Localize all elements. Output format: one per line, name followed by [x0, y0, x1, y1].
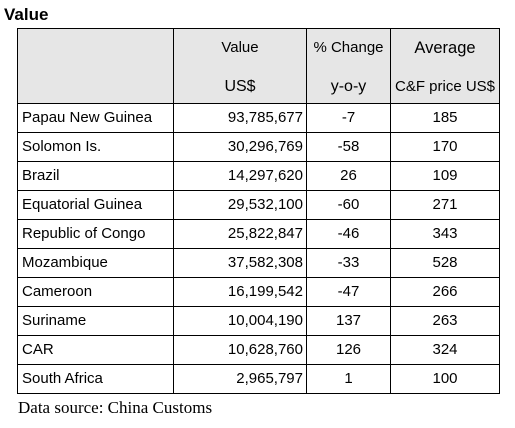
data-source-note: Data source: China Customs: [18, 398, 213, 417]
country-cell: CAR: [17, 335, 174, 365]
change-cell: 26: [306, 161, 391, 191]
header-price-cell: Average C&F price US$: [390, 28, 500, 104]
change-cell: -60: [306, 190, 391, 220]
table-row: South Africa 2,965,797 1 100: [17, 364, 500, 394]
table-row: Brazil 14,297,620 26 109: [17, 161, 500, 191]
value-cell: 10,004,190: [173, 306, 307, 336]
price-cell: 266: [390, 277, 500, 307]
change-cell: -33: [306, 248, 391, 278]
price-cell: 528: [390, 248, 500, 278]
price-cell: 185: [390, 103, 500, 133]
price-cell: 109: [390, 161, 500, 191]
page-title: Value: [4, 5, 49, 24]
header-change-cell: % Change y-o-y: [306, 28, 391, 104]
header-value-label: Value: [221, 39, 259, 56]
header-price-label: Average: [414, 39, 476, 57]
value-cell: 14,297,620: [173, 161, 307, 191]
value-cell: 37,582,308: [173, 248, 307, 278]
country-cell: Brazil: [17, 161, 174, 191]
table-row: CAR 10,628,760 126 324: [17, 335, 500, 365]
country-cell: Papau New Guinea: [17, 103, 174, 133]
country-cell: South Africa: [17, 364, 174, 394]
country-cell: Cameroon: [17, 277, 174, 307]
value-cell: 10,628,760: [173, 335, 307, 365]
price-cell: 100: [390, 364, 500, 394]
table-row: Cameroon 16,199,542 -47 266: [17, 277, 500, 307]
table-row: Equatorial Guinea 29,532,100 -60 271: [17, 190, 500, 220]
change-cell: 1: [306, 364, 391, 394]
header-change-label: % Change: [313, 39, 384, 56]
header-value-unit: US$: [224, 78, 256, 95]
value-cell: 30,296,769: [173, 132, 307, 162]
value-cell: 29,532,100: [173, 190, 307, 220]
header-price-unit: C&F price US$: [394, 78, 496, 95]
table-body: Papau New Guinea 93,785,677 -7 185 Solomon I…: [17, 103, 500, 394]
value-cell: 16,199,542: [173, 277, 307, 307]
value-cell: 25,822,847: [173, 219, 307, 249]
country-cell: Mozambique: [17, 248, 174, 278]
change-cell: -47: [306, 277, 391, 307]
price-cell: 343: [390, 219, 500, 249]
change-cell: -46: [306, 219, 391, 249]
value-cell: 2,965,797: [173, 364, 307, 394]
change-cell: 126: [306, 335, 391, 365]
table-row: Papau New Guinea 93,785,677 -7 185: [17, 103, 500, 133]
country-cell: Solomon Is.: [17, 132, 174, 162]
country-cell: Suriname: [17, 306, 174, 336]
table-header-row: Value US$ % Change y-o-y Average C&F pri…: [17, 28, 500, 104]
price-cell: 170: [390, 132, 500, 162]
price-cell: 324: [390, 335, 500, 365]
table-row: Republic of Congo 25,822,847 -46 343: [17, 219, 500, 249]
country-cell: Equatorial Guinea: [17, 190, 174, 220]
change-cell: 137: [306, 306, 391, 336]
table-row: Mozambique 37,582,308 -33 528: [17, 248, 500, 278]
value-table: Value US$ % Change y-o-y Average C&F pri…: [17, 28, 500, 394]
header-country-cell: [17, 28, 174, 104]
change-cell: -7: [306, 103, 391, 133]
price-cell: 271: [390, 190, 500, 220]
table-row: Suriname 10,004,190 137 263: [17, 306, 500, 336]
country-cell: Republic of Congo: [17, 219, 174, 249]
table-row: Solomon Is. 30,296,769 -58 170: [17, 132, 500, 162]
header-change-unit: y-o-y: [330, 78, 367, 95]
header-value-cell: Value US$: [173, 28, 307, 104]
change-cell: -58: [306, 132, 391, 162]
price-cell: 263: [390, 306, 500, 336]
value-cell: 93,785,677: [173, 103, 307, 133]
